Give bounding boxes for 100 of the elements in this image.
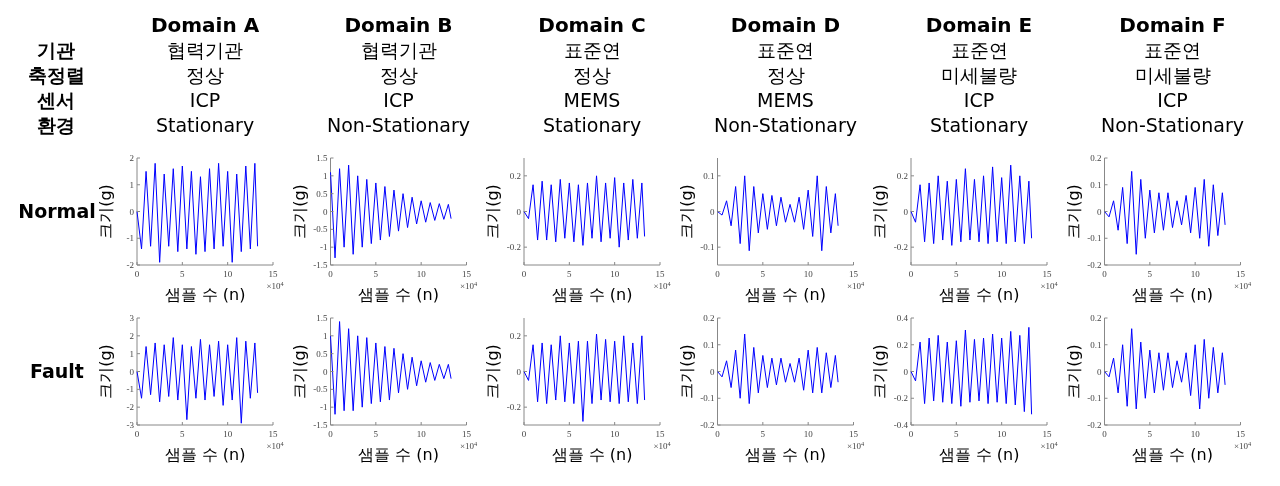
x-axis-title: 샘플 수 (n) <box>164 445 246 464</box>
y-tick-label: 0 <box>1097 206 1102 217</box>
x-tick-label: 10 <box>803 429 814 439</box>
x-tick-label: 5 <box>180 269 186 279</box>
chart-title: Domain C <box>538 13 646 37</box>
line-series <box>136 337 259 424</box>
y-tick-label: 1.5 <box>316 153 328 164</box>
x-axis-title: 샘플 수 (n) <box>1132 445 1213 464</box>
line-series <box>910 164 1033 246</box>
y-tick-label: 0.2 <box>896 170 908 181</box>
x-axis-title: 샘플 수 (n) <box>551 445 633 464</box>
x-tick-label: 5 <box>954 429 960 439</box>
x-tick-label: 5 <box>373 429 379 439</box>
x-tick-label: 15 <box>1236 429 1246 439</box>
x-tick-label: 5 <box>1147 269 1153 279</box>
line-series <box>330 321 452 415</box>
text: 환경 <box>37 114 75 136</box>
text: 센서 <box>37 89 75 111</box>
x-tick-label: 10 <box>803 269 814 279</box>
y-tick-label: 0 <box>903 206 909 217</box>
x-tick-label: 15 <box>1042 429 1052 439</box>
y-tick-label: 0.4 <box>896 313 909 324</box>
x-tick-label: 15 <box>462 269 472 279</box>
x-tick-label: 15 <box>268 269 278 279</box>
text: ×10$^{4}$ <box>1040 439 1059 451</box>
x-tick-label: 15 <box>849 429 859 439</box>
y-tick-label: -0.1 <box>1087 233 1102 244</box>
y-tick-label: -0.1 <box>700 393 715 404</box>
y-tick-label: 0.2 <box>1090 153 1102 164</box>
x-tick-label: 15 <box>268 429 278 439</box>
line-series <box>1104 328 1226 410</box>
text: ×10$^{4}$ <box>846 439 865 451</box>
chart-title: Domain D <box>730 13 841 37</box>
y-tick-label: -1 <box>126 233 134 244</box>
y-axis-title: 크기(g) <box>676 344 696 399</box>
y-tick-label: 1 <box>129 348 134 359</box>
y-axis-title: 크기(g) <box>1063 344 1083 399</box>
chart-subtitle: 협력기관 정상 ICP Stationary <box>155 39 255 136</box>
y-tick-label: 0 <box>1097 366 1102 377</box>
line-series <box>523 333 646 422</box>
x-tick-label: 10 <box>610 429 620 439</box>
line-series <box>1104 170 1226 255</box>
y-tick-label: -1 <box>320 402 328 413</box>
y-axis-title: 크기(g) <box>96 344 115 399</box>
x-axis-title: 샘플 수 (n) <box>938 445 1020 464</box>
x-axis-title: 샘플 수 (n) <box>1132 285 1213 304</box>
y-tick-label: -2 <box>126 402 134 413</box>
x-tick-label: 10 <box>610 269 620 279</box>
text: ×10$^{4}$ <box>653 279 672 291</box>
x-tick-label: 5 <box>1147 429 1153 439</box>
chart-title: Domain F <box>1119 13 1226 37</box>
y-tick-label: 1.5 <box>316 313 328 324</box>
chart-title: Domain A <box>150 13 260 37</box>
x-tick-label: 15 <box>1236 269 1246 279</box>
chart-title: Domain E <box>925 13 1033 37</box>
text: ×10$^{4}$ <box>266 439 285 451</box>
x-tick-label: 10 <box>223 429 233 439</box>
y-tick-label: 0 <box>323 366 328 377</box>
text: ×10$^{4}$ <box>1233 439 1252 451</box>
y-tick-label: -0.2 <box>1087 420 1102 431</box>
line-series <box>330 164 452 259</box>
text: ×10$^{4}$ <box>653 439 672 451</box>
x-tick-label: 5 <box>567 429 573 439</box>
y-tick-label: 0.2 <box>896 339 908 350</box>
text: Fault <box>30 360 84 383</box>
x-axis-title: 샘플 수 (n) <box>745 445 826 464</box>
y-tick-label: -0.1 <box>1087 393 1102 404</box>
x-axis-title: 샘플 수 (n) <box>551 285 633 304</box>
y-tick-label: 0.1 <box>1090 339 1102 350</box>
y-axis-title: 크기(g) <box>676 184 696 239</box>
x-tick-label: 5 <box>567 269 573 279</box>
y-tick-label: 1 <box>323 330 328 341</box>
y-tick-label: 0 <box>129 206 135 217</box>
x-tick-label: 10 <box>997 429 1007 439</box>
x-tick-label: 10 <box>416 269 427 279</box>
y-tick-label: 0.2 <box>1090 313 1102 324</box>
x-axis-title: 샘플 수 (n) <box>164 285 246 304</box>
x-tick-label: 5 <box>760 429 766 439</box>
y-axis-title: 크기(g) <box>289 344 309 399</box>
chart-subtitle: 표준연 정상 MEMS Non-Stationary <box>714 39 857 136</box>
x-axis-title: 샘플 수 (n) <box>358 445 439 464</box>
x-tick-label: 5 <box>180 429 186 439</box>
x-tick-label: 5 <box>760 269 766 279</box>
line-series <box>910 326 1033 415</box>
chart-title: Domain B <box>344 13 453 37</box>
y-axis-title: 크기(g) <box>483 184 502 239</box>
y-tick-label: -1 <box>126 384 134 395</box>
text: ×10$^{4}$ <box>846 279 865 291</box>
x-tick-label: 10 <box>1190 269 1201 279</box>
y-tick-label: 0 <box>710 366 715 377</box>
y-tick-label: 2 <box>129 153 134 164</box>
y-tick-label: -2 <box>126 260 134 271</box>
y-tick-label: -0.2 <box>893 393 908 404</box>
x-tick-label: 10 <box>1190 429 1201 439</box>
y-tick-label: 3 <box>129 313 135 324</box>
y-tick-label: 0 <box>129 366 135 377</box>
x-tick-label: 15 <box>849 269 859 279</box>
y-tick-label: 2 <box>129 330 134 341</box>
line-series <box>136 162 259 263</box>
y-tick-label: 0.1 <box>703 170 715 181</box>
